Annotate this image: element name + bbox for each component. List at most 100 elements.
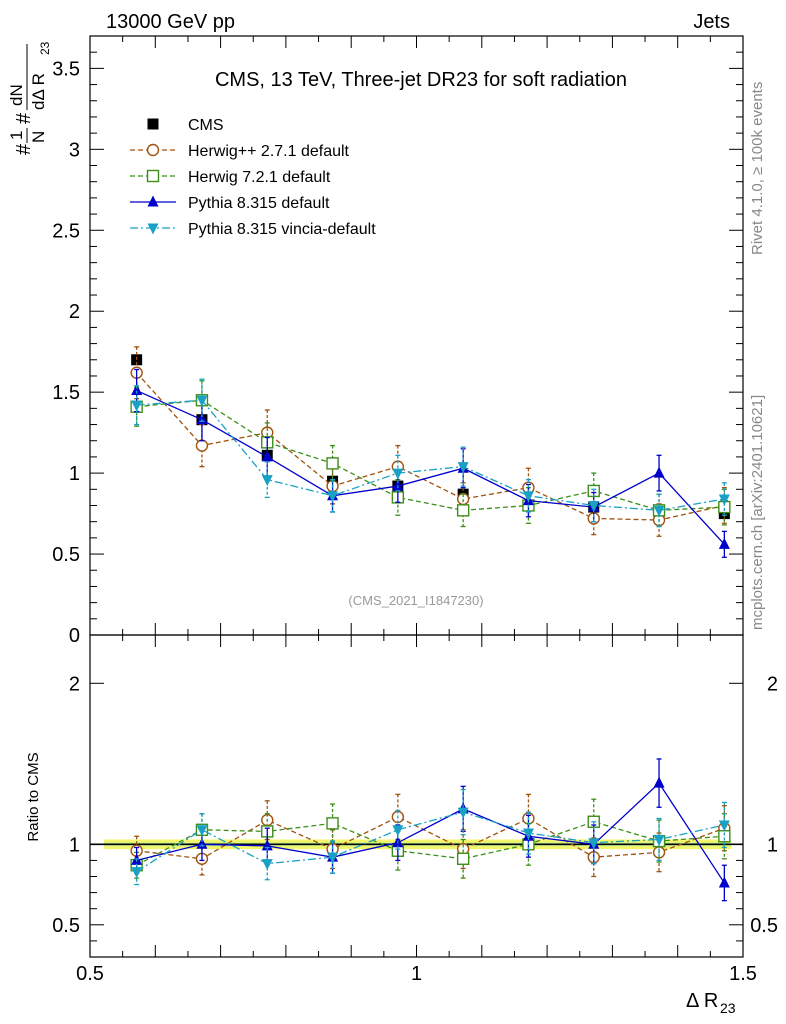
point-pythia: [196, 413, 208, 425]
legend: CMS Herwig++ 2.7.1 default Herwig 7.2.1 de…: [130, 117, 376, 238]
legend-marker-cms: [147, 118, 159, 130]
point-pythia: [718, 876, 730, 888]
ratio-panel: 0.5 0.5 1 1 2 2 0.5 1 1.5 Ratio to CMS Δ R 23: [25, 634, 778, 1016]
legend-marker-herwig7: [146, 169, 160, 183]
point-pythia: [392, 479, 404, 491]
x-axis-label: Δ R 23: [686, 990, 736, 1016]
y-tick-label: 2.5: [52, 220, 80, 242]
point-vincia: [457, 807, 469, 819]
ratio-y-tick-label-right: 0.5: [750, 915, 778, 937]
y-tick-label: 3: [69, 139, 80, 161]
ratio-axis-ticks: 0.5 0.5 1 1 2 2 0.5 1 1.5: [52, 635, 778, 985]
x-tick-label: 0.5: [76, 963, 104, 985]
series-vincia: [131, 378, 730, 528]
series-herwig7: [130, 380, 731, 528]
ratio-y-tick-label: 2: [69, 673, 80, 695]
xlabel-main: Δ R: [686, 990, 718, 1012]
series-line-herwigpp: [136, 816, 725, 860]
ratio-series: [130, 758, 731, 902]
y-tick-label: 0.5: [52, 544, 80, 566]
ylabel-den: dΔ R: [29, 73, 48, 110]
point-vincia: [522, 828, 534, 840]
ratio-y-tick-label: 0.5: [52, 915, 80, 937]
ratio-y-tick-label: 1: [69, 834, 80, 856]
point-vincia: [522, 491, 534, 503]
point-vincia: [196, 395, 208, 407]
point-vincia: [588, 838, 600, 850]
series-herwigpp: [130, 793, 731, 878]
main-y-axis-label: # 1 N # dN dΔ R 23: [7, 41, 52, 155]
xlabel-sub: 23: [720, 1000, 736, 1016]
series-line-vincia: [136, 399, 725, 511]
series-pythia: [131, 758, 730, 902]
series-line-herwig7: [136, 821, 725, 866]
x-tick-label: 1: [411, 963, 422, 985]
category-label: Jets: [693, 11, 730, 33]
point-vincia: [718, 820, 730, 832]
point-pythia: [131, 384, 143, 396]
series-herwigpp: [130, 346, 731, 537]
point-vincia: [196, 825, 208, 837]
legend-marker-pythia: [147, 195, 159, 207]
legend-label-pythia: Pythia 8.315 default: [188, 195, 330, 212]
mcplots-label: mcplots.cern.ch [arXiv:2401.10621]: [749, 395, 766, 630]
point-vincia: [131, 867, 143, 879]
ylabel-hash-2: #: [13, 112, 35, 124]
main-axis-ticks: 0 0.5 1 1.5 2 2.5 3 3.5: [52, 36, 744, 647]
point-vincia: [392, 825, 404, 837]
ylabel-dn: dN: [7, 84, 26, 106]
series-line-herwig7: [136, 399, 725, 511]
point-pythia: [196, 837, 208, 849]
ylabel-hash-1: #: [13, 143, 35, 155]
series-line-pythia: [136, 782, 725, 884]
legend-item-pythia: Pythia 8.315 default: [130, 195, 330, 212]
point-vincia: [457, 462, 469, 474]
point-vincia: [327, 491, 339, 503]
chart-title: CMS, 13 TeV, Three-jet DR23 for soft rad…: [215, 69, 627, 91]
legend-label-vincia: Pythia 8.315 vincia-default: [188, 221, 376, 238]
point-vincia: [131, 400, 143, 412]
point-pythia: [261, 839, 273, 851]
series-line-herwigpp: [136, 372, 725, 521]
series-line-pythia: [136, 389, 725, 545]
point-herwigpp: [195, 439, 209, 452]
energy-label: 13000 GeV pp: [106, 11, 235, 33]
point-herwig7: [456, 852, 470, 865]
ylabel-den-sub: 23: [38, 41, 52, 55]
legend-item-herwigpp: Herwig++ 2.7.1 default: [130, 143, 350, 160]
y-tick-label: 1: [69, 463, 80, 485]
y-tick-label: 3.5: [52, 58, 80, 80]
point-vincia: [392, 468, 404, 480]
point-herwig7: [326, 457, 339, 470]
main-panel: 0 0.5 1 1.5 2 2.5 3 3.5 CMS, 13 TeV, Three-jet …: [7, 35, 744, 647]
point-pythia: [261, 450, 273, 462]
y-tick-label: 0: [69, 625, 80, 647]
series-pythia: [131, 368, 730, 558]
point-pythia: [718, 537, 730, 549]
legend-label-herwig7: Herwig 7.2.1 default: [188, 169, 331, 186]
point-pythia: [653, 776, 665, 788]
legend-marker-vincia: [147, 223, 159, 235]
legend-marker-herwigpp: [146, 143, 160, 157]
point-pythia: [653, 466, 665, 478]
legend-label-herwigpp: Herwig++ 2.7.1 default: [188, 143, 350, 160]
point-vincia: [327, 852, 339, 864]
ratio-y-axis-label: Ratio to CMS: [25, 752, 42, 841]
legend-item-herwig7: Herwig 7.2.1 default: [130, 169, 331, 186]
x-tick-label: 1.5: [729, 963, 757, 985]
point-herwig7: [456, 504, 470, 517]
ratio-y-tick-label-right: 1: [767, 834, 778, 856]
legend-item-vincia: Pythia 8.315 vincia-default: [130, 221, 376, 238]
legend-item-cms: CMS: [147, 117, 224, 134]
ylabel-one: 1: [7, 131, 26, 140]
point-vincia: [261, 859, 273, 871]
series-vincia: [131, 788, 730, 886]
analysis-id: (CMS_2021_I1847230): [348, 593, 483, 608]
series-line-vincia: [136, 811, 725, 873]
ylabel-n: N: [29, 131, 48, 143]
point-vincia: [653, 834, 665, 846]
point-herwig7: [326, 817, 339, 830]
y-tick-label: 2: [69, 301, 80, 323]
series-cms: [131, 354, 730, 520]
point-vincia: [261, 475, 273, 487]
